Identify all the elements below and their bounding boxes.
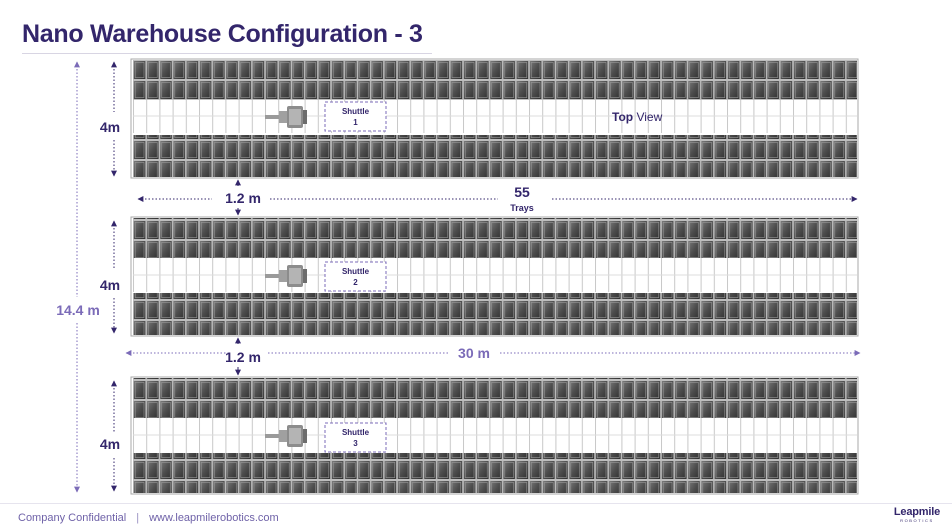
shuttle-robot-1 <box>265 106 307 128</box>
dimension-height-3: 4m <box>100 380 120 492</box>
shuttle-label-1: Shuttle <box>342 107 370 116</box>
company-logo: Leapmile ROBOTICS <box>894 507 940 523</box>
title-underline <box>22 53 432 54</box>
page-title: Nano Warehouse Configuration - 3 <box>22 20 423 48</box>
tray-row <box>133 378 857 418</box>
dimension-height-2: 4m <box>100 220 120 334</box>
height-label-1: 4m <box>100 119 120 135</box>
trays-word: Trays <box>510 203 534 213</box>
top-view-label: Top View <box>612 110 663 124</box>
dimension-height-1: 4m <box>100 61 120 177</box>
length-label: 30 m <box>458 345 490 361</box>
height-label-2: 4m <box>100 277 120 293</box>
shuttle-number-2: 2 <box>353 278 358 287</box>
footer-separator: | <box>136 512 140 524</box>
logo-word: Leapmile <box>893 506 940 518</box>
footer-website-link[interactable]: www.leapmilerobotics.com <box>149 512 279 524</box>
storage-block-1: Shuttle 1 Top View <box>130 58 859 179</box>
warehouse-diagram: Shuttle 1 Top View Shuttle 2 <box>56 58 861 495</box>
storage-block-3: Shuttle 3 <box>130 376 859 495</box>
footer-confidential: Company Confidential <box>18 512 127 524</box>
tray-row <box>133 293 857 335</box>
storage-block-2: Shuttle 2 <box>130 216 859 337</box>
dimension-total-height: 14.4 m <box>56 61 100 493</box>
footer-divider <box>0 503 952 504</box>
footer: Company Confidential | www.leapmilerobotic… <box>18 512 279 524</box>
total-height-label: 14.4 m <box>56 302 100 318</box>
shuttle-number-1: 1 <box>353 118 358 127</box>
shuttle-label-2: Shuttle <box>342 267 370 276</box>
dimension-trays: 55 Trays <box>137 184 858 213</box>
gap-label-1: 1.2 m <box>225 190 261 206</box>
shuttle-robot-3 <box>265 425 307 447</box>
tray-row <box>133 453 857 493</box>
height-label-3: 4m <box>100 436 120 452</box>
dimension-gap-2: 1.2 m <box>225 337 261 376</box>
tray-row <box>133 135 857 177</box>
shuttle-number-3: 3 <box>353 439 358 448</box>
dimension-gap-1: 1.2 m <box>225 179 261 216</box>
dimension-length: 30 m <box>125 345 861 361</box>
trays-count: 55 <box>514 184 530 200</box>
shuttle-robot-2 <box>265 265 307 287</box>
shuttle-label-3: Shuttle <box>342 428 370 437</box>
tray-row <box>133 60 857 100</box>
logo-sub: ROBOTICS <box>900 518 934 523</box>
gap-label-2: 1.2 m <box>225 349 261 365</box>
tray-row <box>133 218 857 258</box>
